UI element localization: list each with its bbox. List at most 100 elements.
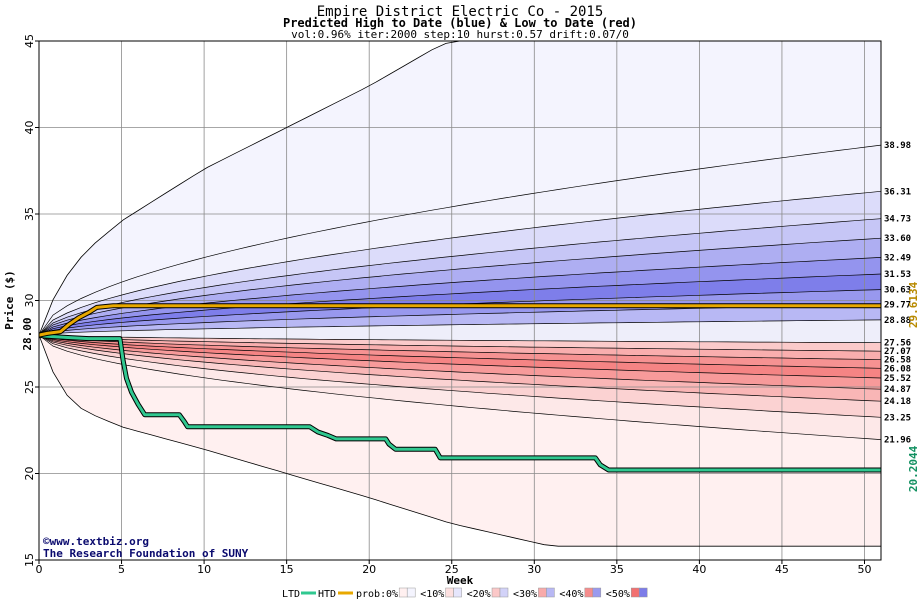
- legend-low-swatch: [538, 587, 547, 598]
- boundary-25.52: [38, 334, 882, 379]
- y-tick-label: 15: [23, 553, 36, 567]
- y-tick-label: 35: [23, 207, 36, 221]
- x-axis-ticks: 0 5 10 15 20 25 30 35 40 45 50: [36, 560, 871, 576]
- legend-low-swatch: [445, 587, 454, 598]
- legend-low-swatch: [630, 587, 640, 598]
- legend-high-swatch: [499, 587, 509, 598]
- boundary-26.58: [38, 334, 882, 361]
- legend-high-swatch: [546, 587, 555, 598]
- high-outer-band: [39, 41, 881, 336]
- boundary-24.87: [38, 334, 882, 390]
- x-tick-label: 35: [610, 563, 624, 576]
- band-end-label: 29.77: [884, 300, 911, 310]
- legend-prob-items: 0% <10% <20% <30% <40% <50%: [386, 587, 648, 600]
- band-end-label: 36.31: [884, 187, 911, 197]
- start-price-label: 28.00: [21, 317, 34, 350]
- x-tick-label: 20: [362, 563, 376, 576]
- chart-params: vol:0.96% iter:2000 step:10 hurst:0.57 d…: [291, 28, 629, 41]
- x-tick-label: 25: [445, 563, 459, 576]
- band-end-label: 24.87: [884, 385, 911, 395]
- band-end-label: 23.25: [884, 413, 911, 423]
- legend-prob-item-label: <10%: [420, 589, 444, 600]
- grid-lines: [39, 41, 881, 560]
- band-end-label: 31.53: [884, 270, 911, 280]
- boundary-34.73: [38, 218, 882, 336]
- legend-prob-item-label: <40%: [559, 589, 583, 600]
- band-end-label: 38.98: [884, 141, 911, 151]
- legend-ltd-label: LTD: [282, 589, 300, 600]
- y-axis-label: Price ($): [3, 270, 16, 330]
- band-end-labels: 38.98 36.31 34.73 33.60 32.49 31.53 30.63 29.77…: [884, 141, 911, 445]
- chart-title: Empire District Electric Co - 2015: [317, 4, 604, 20]
- htd-final-label: 29.6134: [907, 281, 920, 328]
- band-end-label: 24.18: [884, 397, 911, 407]
- x-tick-label: 50: [857, 563, 871, 576]
- ltd-line: [38, 333, 881, 472]
- high-band-34.73: [39, 218, 881, 336]
- band-end-label: 26.08: [884, 364, 911, 374]
- low-band-24.18: [39, 335, 881, 402]
- boundary-38.98: [38, 144, 882, 336]
- chart-subtitle: Predicted High to Date (blue) & Low to D…: [283, 16, 637, 30]
- y-axis-ticks: 15 20 25 30 35 40 45: [23, 34, 39, 567]
- legend-htd-label: HTD: [318, 589, 336, 600]
- x-tick-label: 15: [280, 563, 294, 576]
- boundary-23.25: [38, 334, 882, 418]
- band-end-label: 26.58: [884, 356, 911, 366]
- legend-high-swatch: [592, 587, 602, 598]
- boundary-21.96: [38, 334, 882, 440]
- low-band-25.52: [39, 335, 881, 378]
- legend-prob-item-label: 0%: [386, 589, 398, 600]
- legend-prob-item-label: <30%: [513, 589, 537, 600]
- low-band-26.58: [39, 335, 881, 360]
- x-axis-label: Week: [447, 574, 474, 587]
- x-tick-label: 40: [692, 563, 706, 576]
- band-boundary-lines: [38, 40, 882, 547]
- legend: LTD HTD prob: 0% <10% <20% <30% <40% <50%: [282, 587, 648, 600]
- boundary-33.60: [38, 237, 882, 336]
- legend-low-swatch: [491, 587, 501, 598]
- boundary-27.07: [38, 334, 882, 352]
- band-end-label: 32.49: [884, 253, 911, 263]
- low-band-26.08: [39, 335, 881, 369]
- series-lines: [38, 303, 881, 473]
- low-outer-band: [39, 335, 881, 547]
- band-end-label: 34.73: [884, 215, 911, 225]
- boundary-36.31: [38, 190, 882, 336]
- htd-line: [38, 304, 881, 337]
- low-band-24.87: [39, 335, 881, 390]
- credit-org: The Research Foundation of SUNY: [43, 547, 249, 560]
- low-band-21.96: [39, 335, 881, 440]
- low-band-27.07: [39, 335, 881, 352]
- low-band-23.25: [39, 335, 881, 418]
- band-end-label: 27.56: [884, 339, 911, 349]
- band-end-label: 30.63: [884, 286, 911, 296]
- band-end-label: 27.07: [884, 347, 911, 357]
- high-band-29.77: [39, 304, 881, 336]
- legend-low-swatch: [584, 587, 594, 598]
- legend-prob-label: prob:: [356, 589, 386, 600]
- y-tick-label: 20: [23, 467, 36, 481]
- legend-prob-item-label: <20%: [467, 589, 491, 600]
- band-end-label: 28.88: [884, 316, 911, 326]
- legend-high-swatch: [406, 587, 416, 598]
- band-end-label: 33.60: [884, 234, 911, 244]
- x-tick-label: 45: [775, 563, 789, 576]
- middle-band: [39, 319, 881, 343]
- y-tick-label: 45: [23, 34, 36, 48]
- x-tick-label: 0: [36, 563, 43, 576]
- boundary-24.18: [38, 334, 882, 402]
- high-band-31.53: [39, 274, 881, 336]
- high-band-36.31: [39, 191, 881, 336]
- y-tick-label: 25: [23, 380, 36, 394]
- legend-low-swatch: [398, 587, 408, 598]
- high-band-30.63: [39, 289, 881, 336]
- x-tick-label: 10: [197, 563, 211, 576]
- x-tick-label: 30: [527, 563, 541, 576]
- boundary-27.56: [38, 334, 882, 344]
- band-end-label: 21.96: [884, 436, 911, 446]
- boundary-28.88: [38, 319, 882, 336]
- legend-prob-item-label: <50%: [606, 589, 630, 600]
- boundary-31.53: [38, 273, 882, 336]
